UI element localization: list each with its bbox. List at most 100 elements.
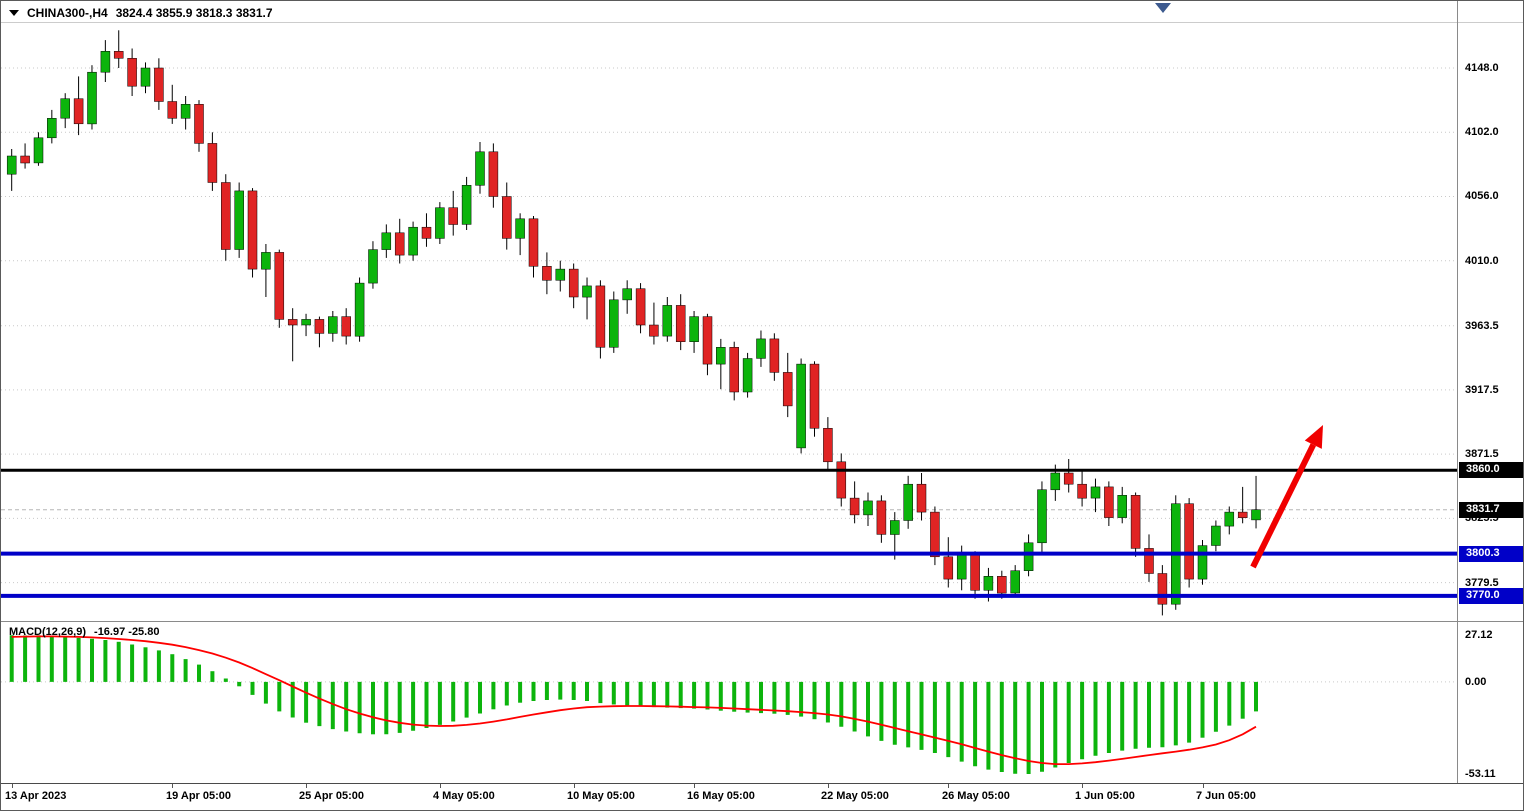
candle-body	[876, 500, 887, 535]
time-tick-label: 25 Apr 05:00	[299, 790, 365, 802]
candle	[1130, 492, 1141, 557]
candle-body	[73, 98, 84, 125]
price-tick-label: 4010.0	[1465, 254, 1499, 267]
candle	[488, 143, 499, 208]
candle-body	[863, 500, 873, 516]
candle-body	[649, 324, 659, 337]
candle	[1224, 506, 1235, 535]
time-tick-mark	[828, 784, 829, 788]
macd-indicator-label: MACD(12,26,9) -16.97 -25.80	[9, 626, 159, 638]
trend-arrow-head[interactable]	[1304, 425, 1323, 449]
candle	[180, 96, 191, 130]
time-tick-mark	[574, 784, 575, 788]
price-tick-label: 4102.0	[1465, 126, 1499, 139]
candle-body	[381, 232, 392, 250]
macd-name-label: MACD(12,26,9)	[9, 626, 87, 638]
candle-body	[421, 226, 432, 239]
time-tick-label: 16 May 05:00	[687, 790, 755, 802]
candle	[782, 352, 793, 418]
candle-body	[555, 268, 566, 281]
price-chart-canvas[interactable]	[1, 1, 1457, 621]
symbol-dropdown-icon[interactable]	[9, 10, 19, 16]
candle-body	[1184, 503, 1194, 580]
candle-body	[47, 118, 57, 139]
candle	[1117, 486, 1127, 524]
candle-body	[180, 104, 191, 119]
time-tick-mark	[1082, 784, 1083, 788]
price-tick-label: 4148.0	[1465, 62, 1499, 75]
candle-body	[662, 305, 673, 337]
candle-body	[60, 98, 70, 119]
price-axis[interactable]: 4148.0 4102.0 4056.0 4010.0 3963.5 3917.5 3871…	[1457, 1, 1523, 621]
quote-line: CHINA300-,H4 3824.4 3855.9 3818.3 3831.7	[9, 6, 273, 20]
candle	[716, 338, 726, 390]
candle-body	[1104, 486, 1114, 518]
candle-body	[261, 252, 271, 270]
candle	[475, 142, 485, 194]
candle-body	[354, 282, 365, 337]
macd-pane[interactable]: MACD(12,26,9) -16.97 -25.80	[1, 621, 1457, 783]
candle-body	[6, 155, 17, 175]
candle-body	[1211, 525, 1221, 546]
candle-body	[849, 497, 860, 516]
candle-body	[635, 288, 646, 326]
candle-body	[368, 249, 378, 284]
candle	[823, 417, 833, 471]
candle-body	[221, 182, 231, 250]
candle	[448, 190, 458, 236]
candle-body	[1063, 472, 1074, 485]
candle-body	[542, 266, 552, 281]
candle-body	[1224, 511, 1235, 527]
candle	[836, 453, 847, 507]
candle	[502, 182, 512, 250]
candle-body	[87, 71, 97, 125]
candle-body	[247, 190, 258, 270]
candle	[368, 241, 378, 289]
candle-body	[609, 299, 619, 348]
macd-canvas[interactable]	[1, 622, 1457, 784]
candle-body	[20, 155, 30, 164]
candle	[328, 311, 338, 342]
trend-arrow-shaft[interactable]	[1250, 443, 1316, 569]
candle	[528, 216, 539, 278]
pane-top-border	[1, 22, 1523, 23]
candle-body	[488, 151, 499, 197]
candle-body	[756, 338, 766, 359]
candle-body	[622, 288, 632, 301]
candle	[274, 249, 285, 328]
time-tick-label: 26 May 05:00	[942, 790, 1010, 802]
candle	[100, 40, 111, 82]
candle-body	[408, 226, 418, 256]
time-tick-mark	[12, 784, 13, 788]
candle	[20, 143, 30, 169]
candle-body	[448, 207, 458, 225]
candle-body	[1117, 495, 1127, 518]
candle-body	[461, 185, 472, 225]
time-axis[interactable]: 13 Apr 2023 19 Apr 05:00 25 Apr 05:00 4 May…	[1, 783, 1523, 810]
candle-body	[341, 316, 351, 337]
candle-body	[716, 347, 726, 365]
time-tick-mark	[948, 784, 949, 788]
ohlc-values-label: 3824.4 3855.9 3818.3 3831.7	[115, 6, 273, 20]
candle-body	[113, 51, 124, 59]
time-tick-label: 22 May 05:00	[821, 790, 889, 802]
time-tick-label: 4 May 05:00	[433, 790, 495, 802]
time-tick-mark	[694, 784, 695, 788]
price-tick-label: 3779.5	[1465, 576, 1499, 589]
candle	[247, 188, 258, 278]
candle	[863, 492, 873, 526]
candle	[1063, 459, 1074, 493]
candle-body	[394, 232, 405, 256]
candle-body	[983, 576, 994, 591]
macd-axis[interactable]: 27.12 0.00 -53.11	[1457, 621, 1523, 783]
candle-body	[194, 104, 204, 144]
candle	[394, 218, 405, 264]
chart-shift-marker-icon[interactable]	[1155, 3, 1171, 13]
candle-body	[234, 190, 244, 250]
price-chart-pane[interactable]	[1, 1, 1457, 621]
candle-body	[1251, 509, 1261, 521]
time-tick-label: 1 Jun 05:00	[1075, 790, 1135, 802]
candle-body	[1037, 489, 1047, 544]
macd-tick-label: 0.00	[1465, 675, 1487, 688]
price-tick-label: 3963.5	[1465, 319, 1499, 332]
